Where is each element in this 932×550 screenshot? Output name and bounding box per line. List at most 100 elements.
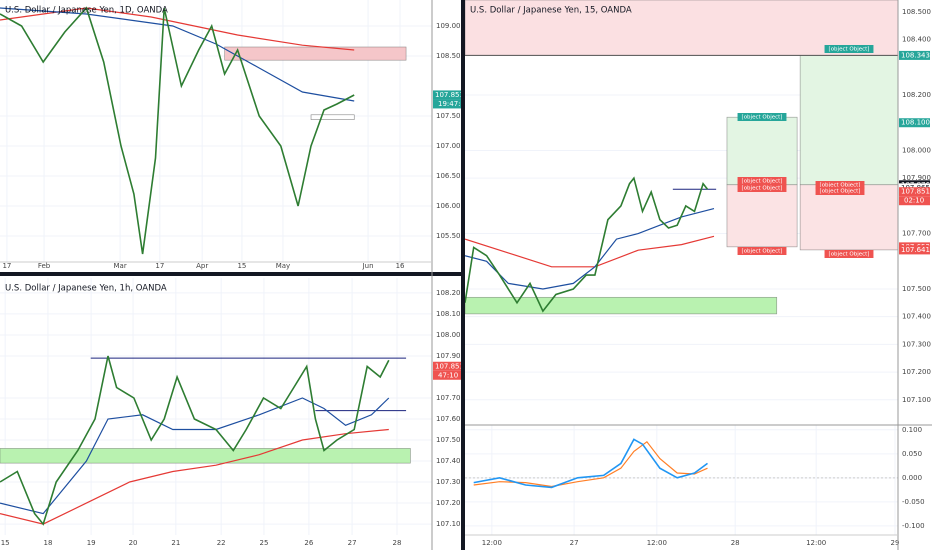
position-label: [object Object] [742, 115, 783, 121]
zone [310, 114, 355, 120]
chart-title: U.S. Dollar / Japanese Yen, 15, OANDA [470, 6, 632, 16]
zone [726, 184, 798, 248]
countdown-bg [433, 99, 464, 109]
y-tick-label: 107.400 [902, 313, 931, 321]
position-label-bg [824, 45, 874, 53]
series-line [0, 355, 390, 526]
series-line [473, 438, 708, 489]
price-label: 108.343 [901, 51, 930, 59]
y-tick-label: 107.100 [436, 520, 465, 528]
x-tick-label: 26 [304, 539, 313, 547]
position-label-bg [737, 177, 787, 185]
y-tick-label: 107.900 [436, 352, 465, 360]
y-tick-label: 107.300 [436, 478, 465, 486]
x-tick-label: 19 [87, 539, 96, 547]
y-tick-label: 107.200 [436, 499, 465, 507]
y-tick-label: 108.400 [902, 36, 931, 44]
x-tick-label: Mar [113, 262, 126, 270]
countdown-bg [899, 196, 930, 206]
y-tick-label: 107.600 [436, 415, 465, 423]
x-tick-label: May [276, 262, 290, 270]
x-tick-label: 17 [2, 262, 11, 270]
series-line [473, 440, 708, 488]
y-tick-label: 108.100 [436, 310, 465, 318]
x-tick-label: 29 [891, 539, 900, 547]
y-tick-label: 107.300 [902, 340, 931, 348]
price-label: 108.100 [901, 119, 930, 127]
y-tick-label: 107.500 [436, 436, 465, 444]
price-label: 107.851 [901, 188, 930, 196]
zone [799, 184, 898, 251]
position-label-bg [815, 181, 865, 189]
plot [465, 0, 898, 401]
price-label-bg [899, 187, 930, 197]
y-tick-label: -0.050 [902, 498, 925, 506]
y-tick-label: 0.050 [902, 450, 922, 458]
y-tick-label: 106.500 [436, 172, 465, 180]
series-line [0, 7, 355, 102]
y-tick-label: 107.000 [436, 142, 465, 150]
x-tick-label: 27 [348, 539, 357, 547]
x-tick-label: 22 [217, 539, 226, 547]
price-label-bg [899, 118, 930, 128]
countdown: 02:10 [904, 197, 924, 205]
chart-title: U.S. Dollar / Japanese Yen, 1h, OANDA [5, 284, 167, 294]
y-tick-label: 108.500 [902, 8, 931, 16]
y-tick-label: 109.000 [436, 22, 465, 30]
x-tick-label: 27 [570, 539, 579, 547]
y-tick-label: 108.200 [902, 91, 931, 99]
y-tick-label: 107.500 [902, 285, 931, 293]
y-tick-label: 0.000 [902, 474, 922, 482]
series-line [0, 6, 355, 255]
x-tick-label: 15 [237, 262, 246, 270]
x-tick-label: Jun [362, 262, 374, 270]
divider [0, 272, 462, 276]
y-tick-label: -0.100 [902, 522, 925, 530]
x-tick-label: 15 [1, 539, 10, 547]
countdown: 47:10 [438, 371, 458, 379]
position-label: [object Object] [829, 252, 870, 258]
y-tick-label: 108.500 [436, 52, 465, 60]
y-tick-label: 107.500 [436, 112, 465, 120]
series-line [0, 7, 355, 51]
position-label: [object Object] [820, 183, 861, 189]
price-label: 107.851 [435, 362, 464, 370]
price-label-bg [899, 245, 930, 255]
y-tick-label: 107.400 [436, 457, 465, 465]
position-label: [object Object] [742, 249, 783, 255]
chart-title: U.S. Dollar / Japanese Yen, 1D, OANDA [5, 6, 168, 16]
position-label-bg [737, 113, 787, 121]
divider [461, 0, 465, 550]
price-label-bg [899, 50, 930, 60]
position-label-bg [737, 184, 787, 192]
x-tick-label: 21 [171, 539, 180, 547]
position-label-bg [737, 247, 787, 255]
countdown: 19:47:10 [438, 100, 469, 108]
position-label: [object Object] [742, 179, 783, 185]
price-label: 107.851 [435, 91, 464, 99]
y-tick-label: 108.000 [902, 146, 931, 154]
position-label-bg [824, 250, 874, 258]
price-label-bg [433, 361, 464, 371]
x-tick-label: 12:00 [647, 539, 667, 547]
position-label: [object Object] [820, 189, 861, 195]
x-tick-label: 28 [731, 539, 740, 547]
plot [0, 0, 432, 262]
series-line [0, 428, 389, 525]
price-label: 107.641 [901, 246, 930, 254]
zone [799, 55, 898, 186]
x-tick-label: 12:00 [482, 539, 502, 547]
price-label-bg [433, 90, 464, 100]
countdown-bg [433, 370, 464, 380]
y-tick-label: 107.100 [902, 396, 931, 404]
zone [726, 116, 798, 186]
x-tick-label: 25 [259, 539, 268, 547]
x-tick-label: 12:00 [806, 539, 826, 547]
series-line [465, 176, 709, 313]
x-tick-label: Feb [38, 262, 51, 270]
y-tick-label: 107.900 [902, 174, 931, 182]
x-tick-label: 20 [129, 539, 138, 547]
y-tick-label: 108.200 [436, 289, 465, 297]
x-tick-label: Apr [196, 262, 208, 270]
